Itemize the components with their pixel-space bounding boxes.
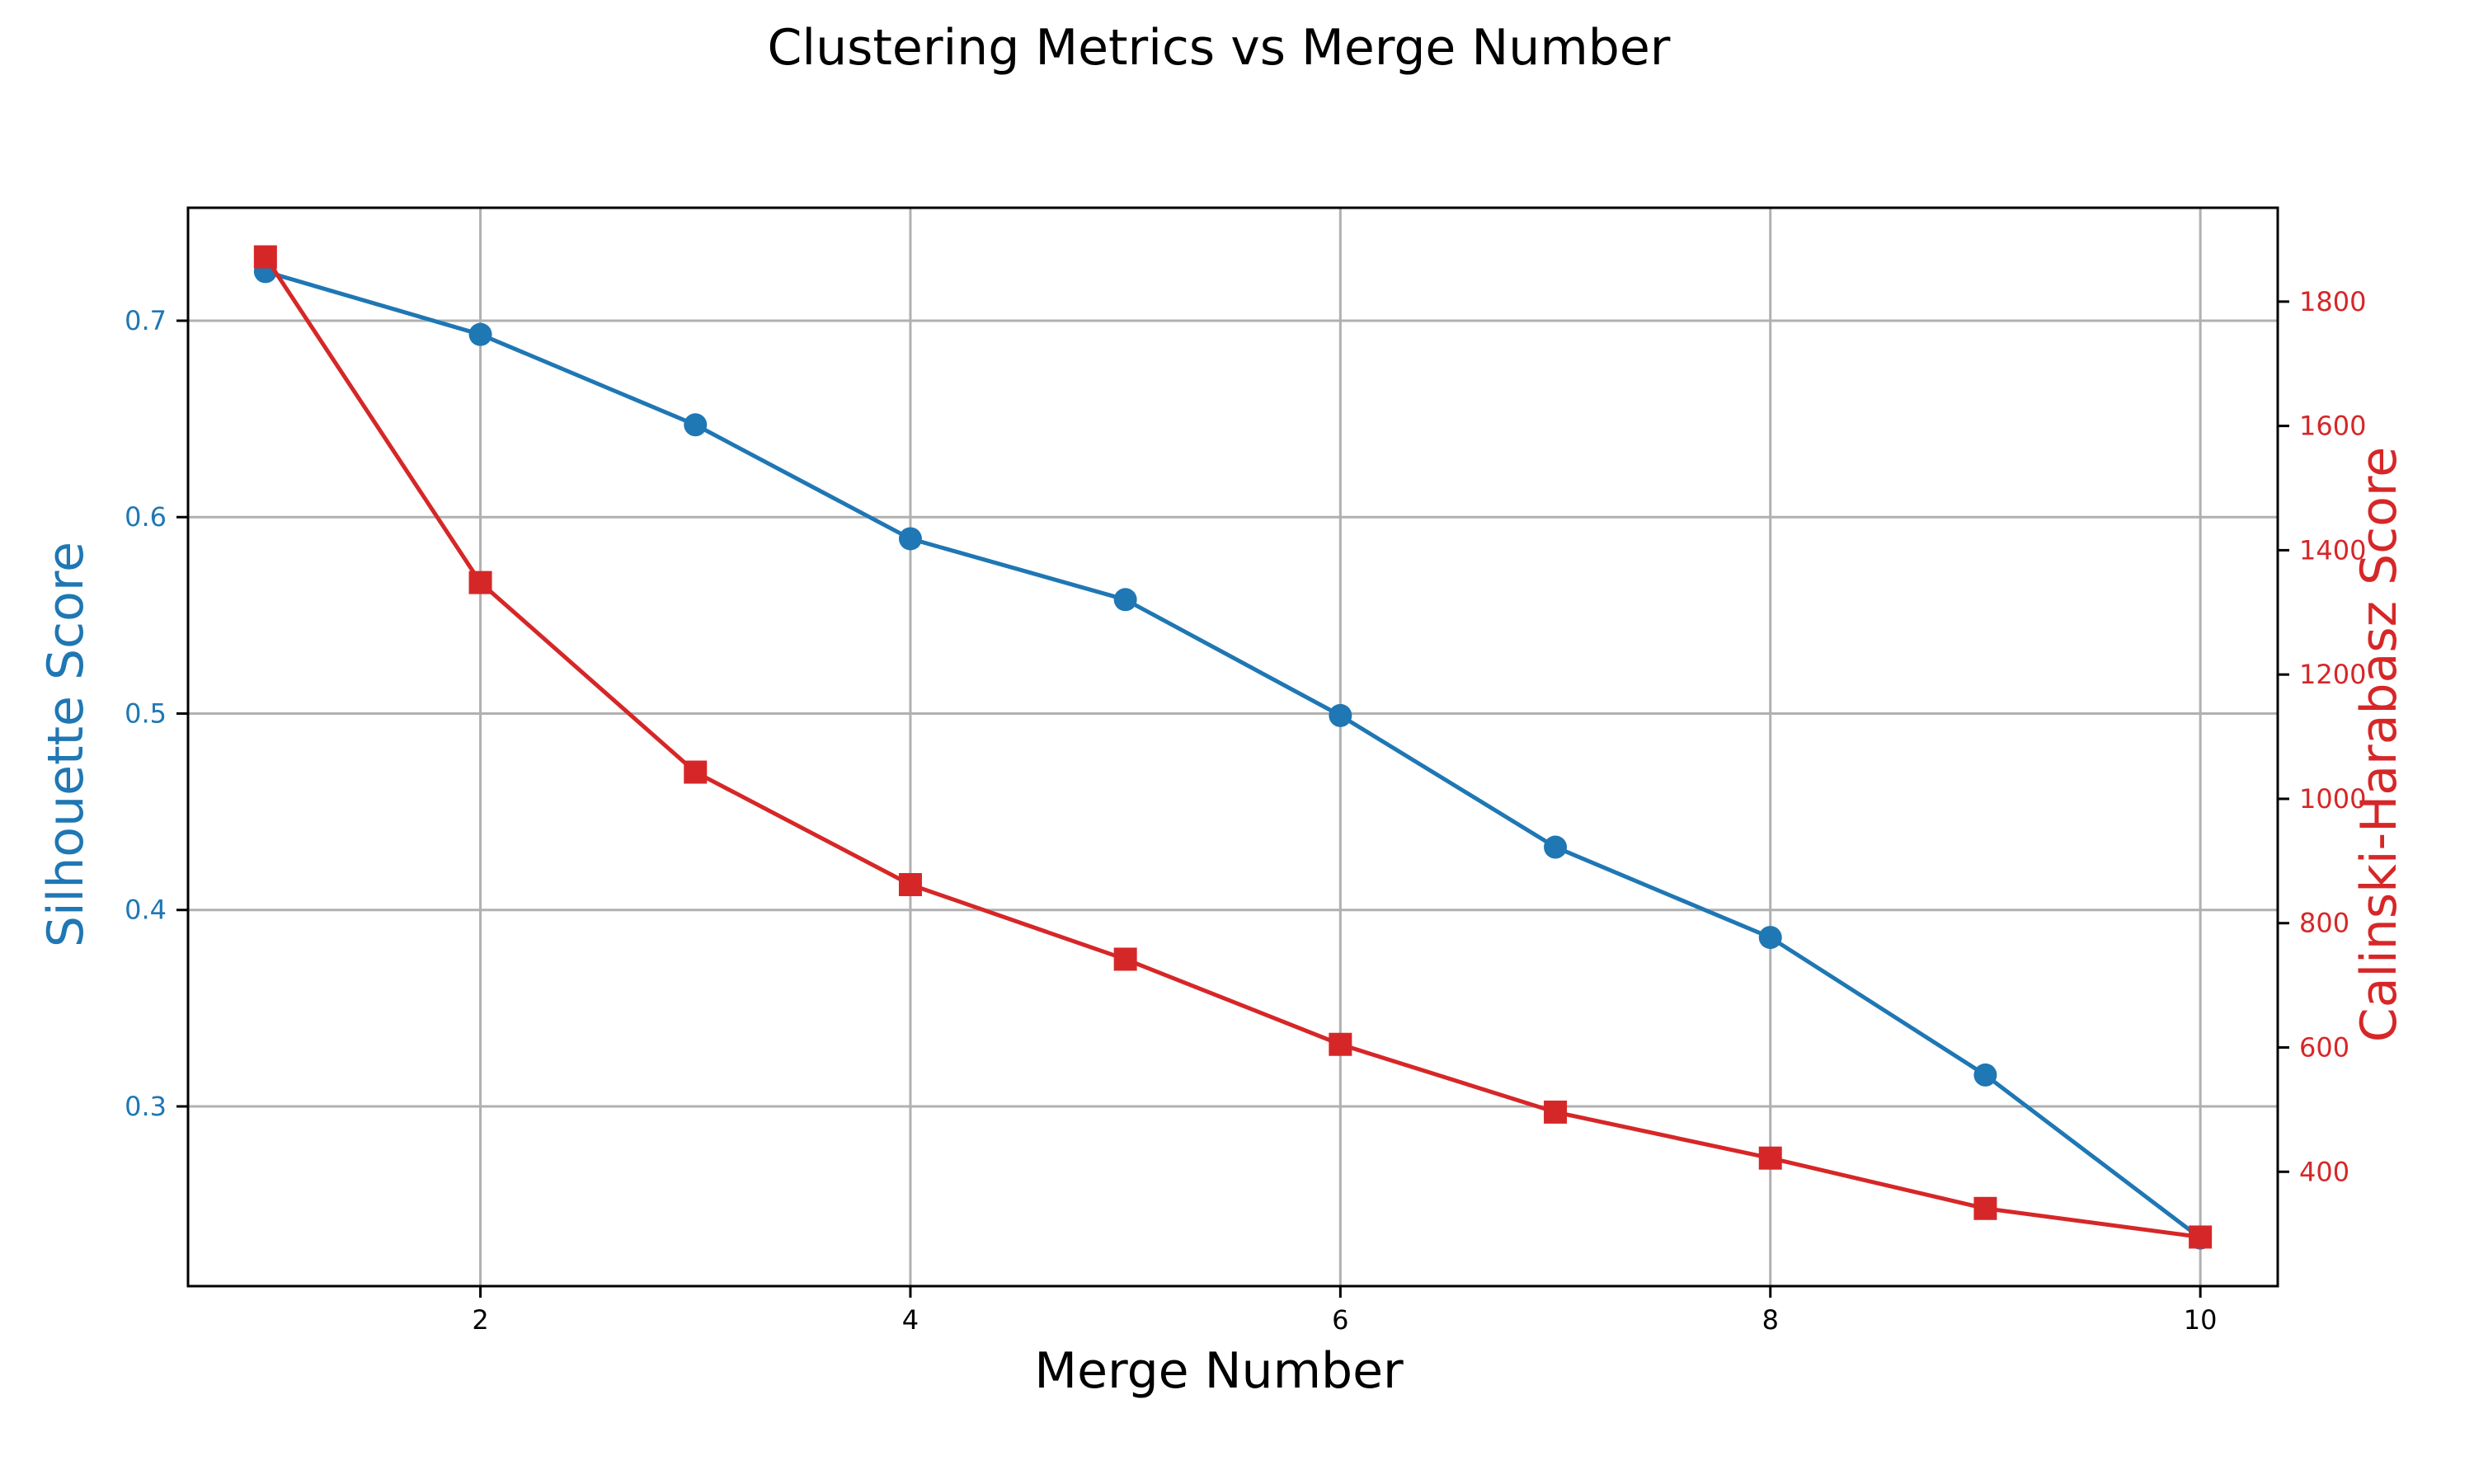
calinski-point-8 <box>1758 1146 1782 1170</box>
y-right-tick-label: 1000 <box>2299 783 2366 815</box>
calinski-point-7 <box>1544 1100 1568 1124</box>
x-tick-label: 10 <box>2184 1304 2218 1336</box>
x-axis-title: Merge Number <box>1034 1342 1404 1400</box>
y-right-tick-label: 1400 <box>2299 534 2366 566</box>
calinski-point-3 <box>684 760 708 784</box>
y-left-tick-label: 0.6 <box>125 501 167 533</box>
calinski-point-6 <box>1329 1032 1352 1056</box>
y-left-tick-label: 0.3 <box>125 1091 167 1122</box>
silhouette-point-6 <box>1329 703 1352 727</box>
calinski-point-4 <box>898 872 922 896</box>
silhouette-point-5 <box>1113 588 1137 612</box>
grid-layer <box>188 208 2278 1286</box>
silhouette-series-line <box>265 270 2202 1240</box>
x-tick-label: 6 <box>1332 1304 1348 1336</box>
calinski-series-line <box>263 256 2201 1239</box>
y-axis-left-title: Silhouette Score <box>37 542 95 947</box>
x-tick-label: 4 <box>902 1304 919 1336</box>
y-left-tick-label: 0.5 <box>125 697 167 729</box>
series-layer <box>253 245 2213 1250</box>
silhouette-point-7 <box>1544 835 1568 859</box>
calinski-point-2 <box>468 571 492 594</box>
y-right-tick-label: 1200 <box>2299 659 2366 690</box>
silhouette-point-3 <box>684 413 708 437</box>
plot-frame <box>186 206 2279 1288</box>
calinski-point-10 <box>2189 1225 2213 1249</box>
chart-title: Clustering Metrics vs Merge Number <box>768 19 1671 77</box>
calinski-point-5 <box>1113 947 1137 971</box>
y-right-tick-label: 600 <box>2299 1032 2349 1064</box>
y-right-tick-label: 800 <box>2299 908 2349 939</box>
x-tick-label: 2 <box>472 1304 488 1336</box>
silhouette-point-8 <box>1758 926 1782 950</box>
silhouette-point-2 <box>468 322 492 346</box>
y-right-tick-label: 1800 <box>2299 286 2366 317</box>
calinski-point-1 <box>253 245 277 269</box>
y-axis-right-title: Calinski-Harabasz Score <box>2350 447 2408 1042</box>
silhouette-point-9 <box>1973 1063 1997 1087</box>
y-left-tick-label: 0.7 <box>125 305 167 336</box>
axes-layer: 2 4 6 8 10 0.3 0.4 0.5 0.6 0.7 400 600 800 1000 1200 14… <box>125 206 2366 1336</box>
silhouette-point-4 <box>898 527 922 551</box>
y-right-tick-label: 1600 <box>2299 411 2366 442</box>
x-tick-label: 8 <box>1762 1304 1779 1336</box>
y-right-tick-label: 400 <box>2299 1156 2349 1187</box>
y-left-tick-label: 0.4 <box>125 895 167 926</box>
calinski-point-9 <box>1973 1196 1997 1220</box>
